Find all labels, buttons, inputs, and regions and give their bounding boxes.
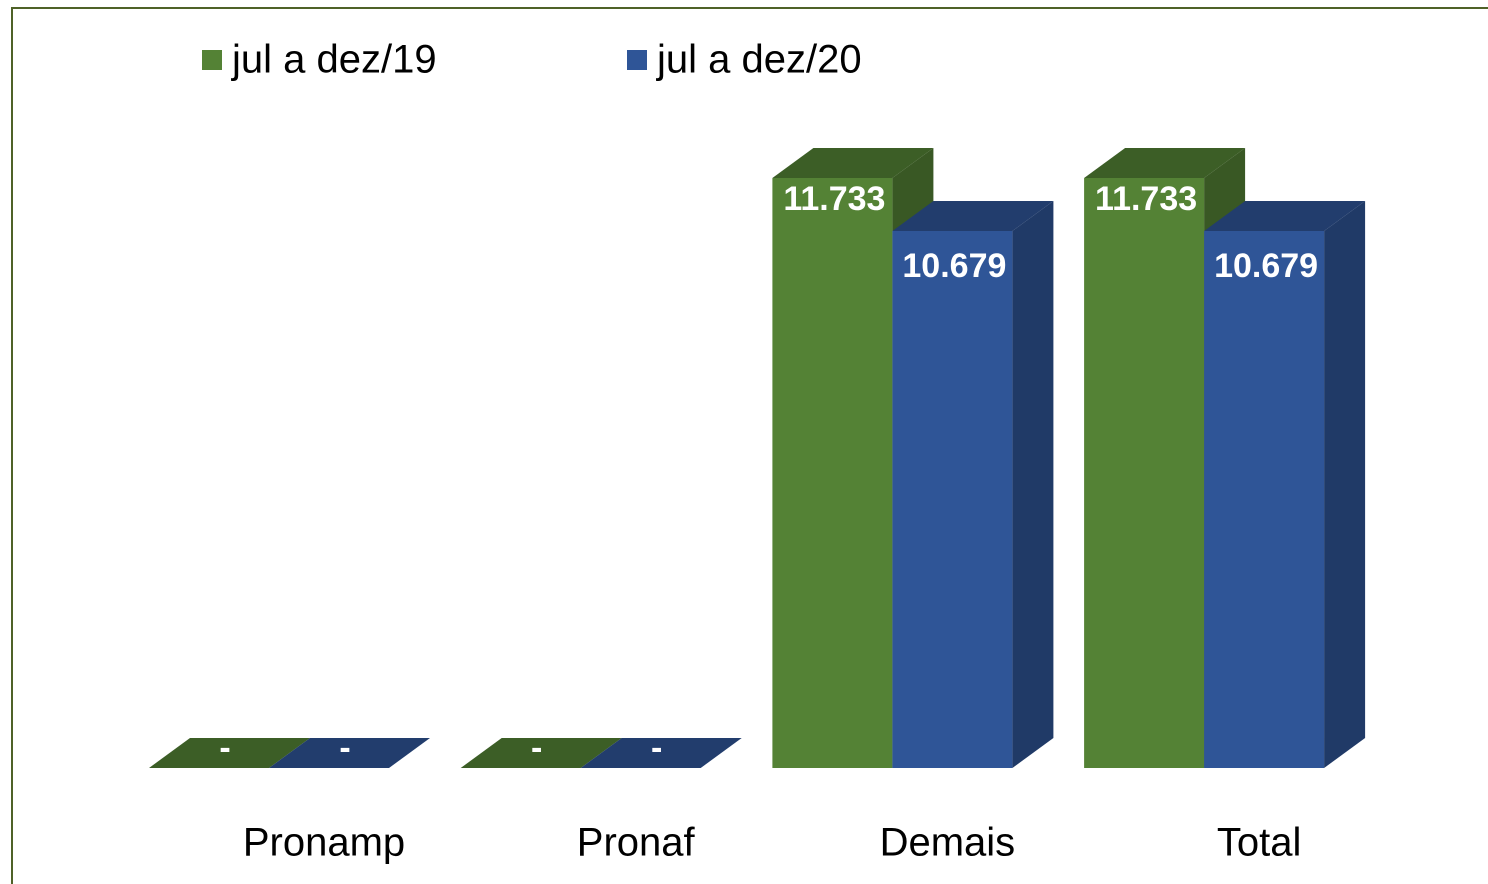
bar-top [580, 738, 742, 768]
bar-top [772, 148, 934, 178]
bar-top [892, 201, 1054, 232]
bar-front [892, 231, 1013, 769]
x-tick-label: Pronamp [243, 821, 405, 865]
bar-front [1084, 178, 1205, 768]
x-tick-label: Demais [880, 821, 1016, 865]
legend-label: jul a dez/19 [231, 38, 437, 82]
legend-label: jul a dez/20 [656, 38, 862, 82]
bar-front [772, 178, 893, 768]
bar [892, 201, 1054, 769]
bar-top [1084, 148, 1246, 178]
bar-side [1012, 201, 1054, 769]
bar-top [269, 738, 430, 768]
x-tick-label: Pronaf [577, 821, 696, 865]
legend-swatch [202, 50, 222, 70]
bar [580, 738, 742, 768]
value-label: 11.733 [1095, 180, 1197, 218]
value-label: 10.679 [902, 247, 1006, 285]
x-tick-label: Total [1217, 821, 1302, 865]
value-label: 11.733 [783, 180, 885, 218]
frame [11, 7, 1488, 884]
bar-top [460, 738, 622, 768]
bar [1204, 201, 1366, 769]
bar-top [1204, 201, 1366, 232]
bar [460, 738, 622, 768]
value-label: - [651, 729, 662, 767]
value-label: - [531, 729, 542, 767]
value-label: - [219, 729, 230, 767]
value-label: 10.679 [1214, 247, 1318, 285]
value-label: - [339, 729, 350, 767]
bar [269, 738, 430, 768]
bar-side [1324, 201, 1366, 769]
bar-top [149, 738, 310, 768]
bar [149, 738, 310, 768]
legend-swatch [627, 50, 647, 70]
bar-front [1204, 231, 1325, 769]
